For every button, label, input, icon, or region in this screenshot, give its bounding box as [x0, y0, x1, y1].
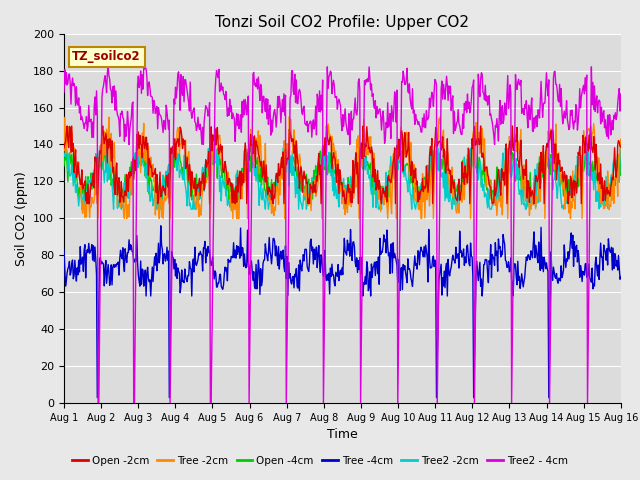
Text: TZ_soilco2: TZ_soilco2 — [72, 50, 141, 63]
Title: Tonzi Soil CO2 Profile: Upper CO2: Tonzi Soil CO2 Profile: Upper CO2 — [216, 15, 469, 30]
Y-axis label: Soil CO2 (ppm): Soil CO2 (ppm) — [15, 171, 28, 266]
Legend: Open -2cm, Tree -2cm, Open -4cm, Tree -4cm, Tree2 -2cm, Tree2 - 4cm: Open -2cm, Tree -2cm, Open -4cm, Tree -4… — [68, 452, 572, 470]
X-axis label: Time: Time — [327, 429, 358, 442]
